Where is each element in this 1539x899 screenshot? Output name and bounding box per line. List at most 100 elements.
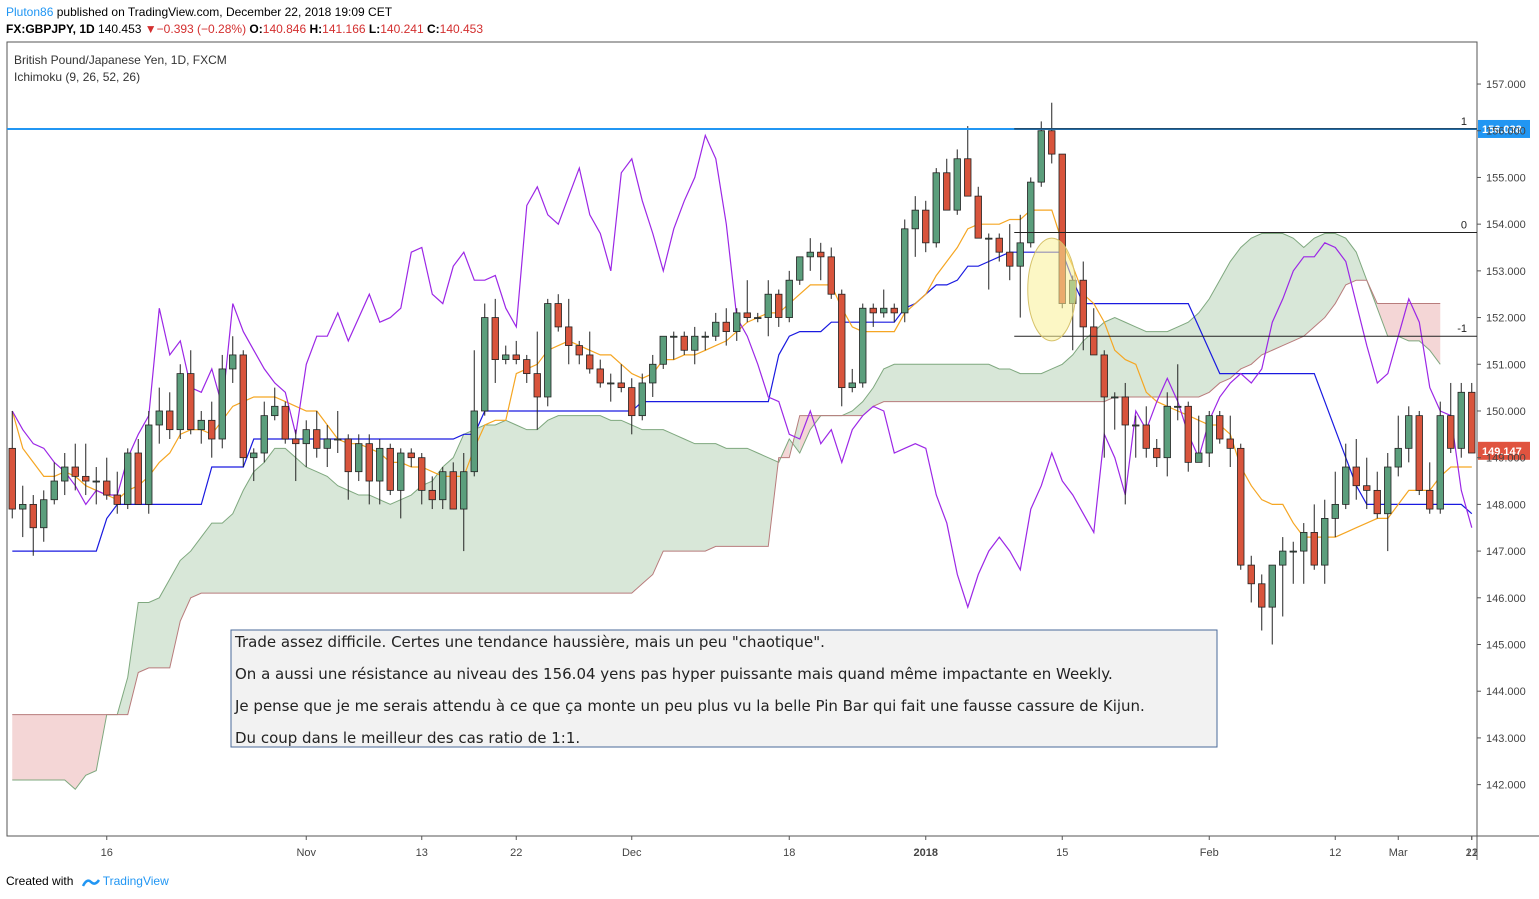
candle-down — [418, 457, 426, 491]
candle-down — [1048, 130, 1056, 155]
candle-down — [1415, 415, 1423, 491]
down-arrow-icon: ▼ — [144, 22, 157, 36]
change-value: −0.393 (−0.28%) — [156, 22, 247, 36]
candle-down — [1373, 489, 1381, 515]
y-tick-label: 147.000 — [1486, 546, 1526, 558]
x-tick-label: 12 — [1329, 847, 1341, 859]
candle-up — [1300, 532, 1308, 552]
candle-down — [1247, 564, 1255, 585]
candle-up — [250, 452, 258, 459]
candle-up — [1016, 242, 1024, 267]
low-value: 140.241 — [380, 22, 424, 36]
candle-down — [1216, 415, 1224, 440]
candle-up — [880, 307, 888, 314]
candle-down — [565, 326, 573, 346]
candle-down — [71, 466, 79, 477]
y-tick-label: 156.000 — [1486, 126, 1526, 138]
candle-down — [943, 172, 951, 211]
y-tick-label: 150.000 — [1486, 406, 1526, 418]
ohlc-bar: FX:GBPJPY, 1D 140.453 ▼−0.393 (−0.28%) O… — [6, 22, 483, 36]
y-tick-label: 155.000 — [1486, 172, 1526, 184]
candle-down — [313, 429, 321, 449]
x-tick-label: 18 — [783, 847, 795, 859]
high-label: H: — [309, 22, 323, 36]
candle-up — [764, 293, 772, 318]
x-tick-label: 12 — [1466, 847, 1478, 859]
candle-down — [103, 480, 111, 496]
annotation-line: Du coup dans le meilleur des cas ratio d… — [235, 729, 580, 747]
candle-down — [838, 293, 846, 389]
candle-up — [1405, 415, 1413, 449]
y-tick-label: 154.000 — [1486, 219, 1526, 231]
candle-down — [586, 354, 594, 370]
instrument-label: British Pound/Japanese Yen, 1D, FXCM — [14, 53, 227, 67]
candle-up — [145, 424, 153, 505]
candle-down — [817, 251, 825, 258]
candle-up — [649, 363, 657, 384]
y-tick-label: 144.000 — [1486, 686, 1526, 698]
publish-info: Pluton86 published on TradingView.com, D… — [6, 5, 392, 19]
cloud-bearish-segment — [1377, 303, 1441, 365]
price-chart[interactable]: 156.038 149.147 1 0 -1 157.000 156.000 155.000… — [0, 40, 1539, 860]
candle-down — [554, 303, 562, 328]
last-price-label: 149.147 — [1482, 446, 1522, 458]
senkou-span-b-line — [12, 279, 1441, 716]
candle-up — [176, 373, 184, 431]
candle-down — [187, 373, 195, 431]
candle-down — [239, 354, 247, 459]
candle-up — [302, 429, 310, 445]
candle-up — [260, 415, 268, 454]
candle-up — [1174, 405, 1182, 408]
candle-up — [197, 419, 205, 431]
candle-up — [785, 279, 793, 318]
candle-down — [292, 438, 300, 445]
candle-down — [1310, 532, 1318, 566]
candle-down — [208, 419, 216, 440]
pin-bar-highlight — [1027, 237, 1077, 342]
candle-down — [533, 373, 541, 398]
x-tick-label: 16 — [101, 847, 113, 859]
ichimoku-cloud — [12, 232, 1441, 791]
candle-up — [323, 438, 331, 449]
candle-down — [974, 195, 982, 239]
tradingview-link[interactable]: TradingView — [102, 874, 169, 888]
x-tick-label: Feb — [1200, 847, 1219, 859]
candle-down — [964, 158, 972, 197]
candle-up — [932, 172, 940, 244]
candle-down — [1100, 354, 1108, 398]
candle-down — [628, 387, 636, 417]
candle-up — [271, 405, 279, 417]
candle-up — [376, 447, 384, 482]
author-link[interactable]: Pluton86 — [6, 5, 54, 19]
candle-down — [1363, 485, 1371, 491]
candle-up — [1195, 452, 1203, 463]
candle-down — [407, 452, 415, 459]
y-tick-label: 148.000 — [1486, 499, 1526, 511]
candle-down — [775, 293, 783, 318]
kijun-sen-line — [12, 251, 1473, 552]
candle-down — [827, 256, 835, 295]
candle-down — [995, 237, 1003, 253]
annotation-box[interactable]: Trade assez difficile. Certes une tendan… — [230, 629, 1218, 748]
candle-down — [1352, 466, 1360, 487]
open-value: 140.846 — [262, 22, 307, 36]
candle-down — [386, 447, 394, 491]
symbol-label: FX:GBPJPY, 1D — [6, 22, 95, 36]
candle-up — [1205, 415, 1213, 454]
candle-up — [1342, 466, 1350, 505]
last-price: 140.453 — [98, 22, 142, 36]
candle-down — [1447, 415, 1455, 449]
candle-down — [1079, 279, 1087, 328]
candle-up — [19, 503, 27, 510]
candle-up — [691, 335, 699, 351]
fib-level-label: 0 — [1461, 220, 1467, 232]
candle-down — [365, 443, 373, 482]
annotation-background[interactable] — [230, 629, 1218, 748]
price-axis[interactable]: 157.000 156.000 155.000 154.000 153.000 152.0… — [1477, 79, 1526, 792]
candle-down — [596, 368, 604, 384]
candle-down — [1258, 583, 1266, 608]
annotation-line: Trade assez difficile. Certes une tendan… — [234, 633, 825, 651]
candle-down — [1006, 251, 1014, 267]
cloud-bearish-segment — [12, 714, 107, 790]
